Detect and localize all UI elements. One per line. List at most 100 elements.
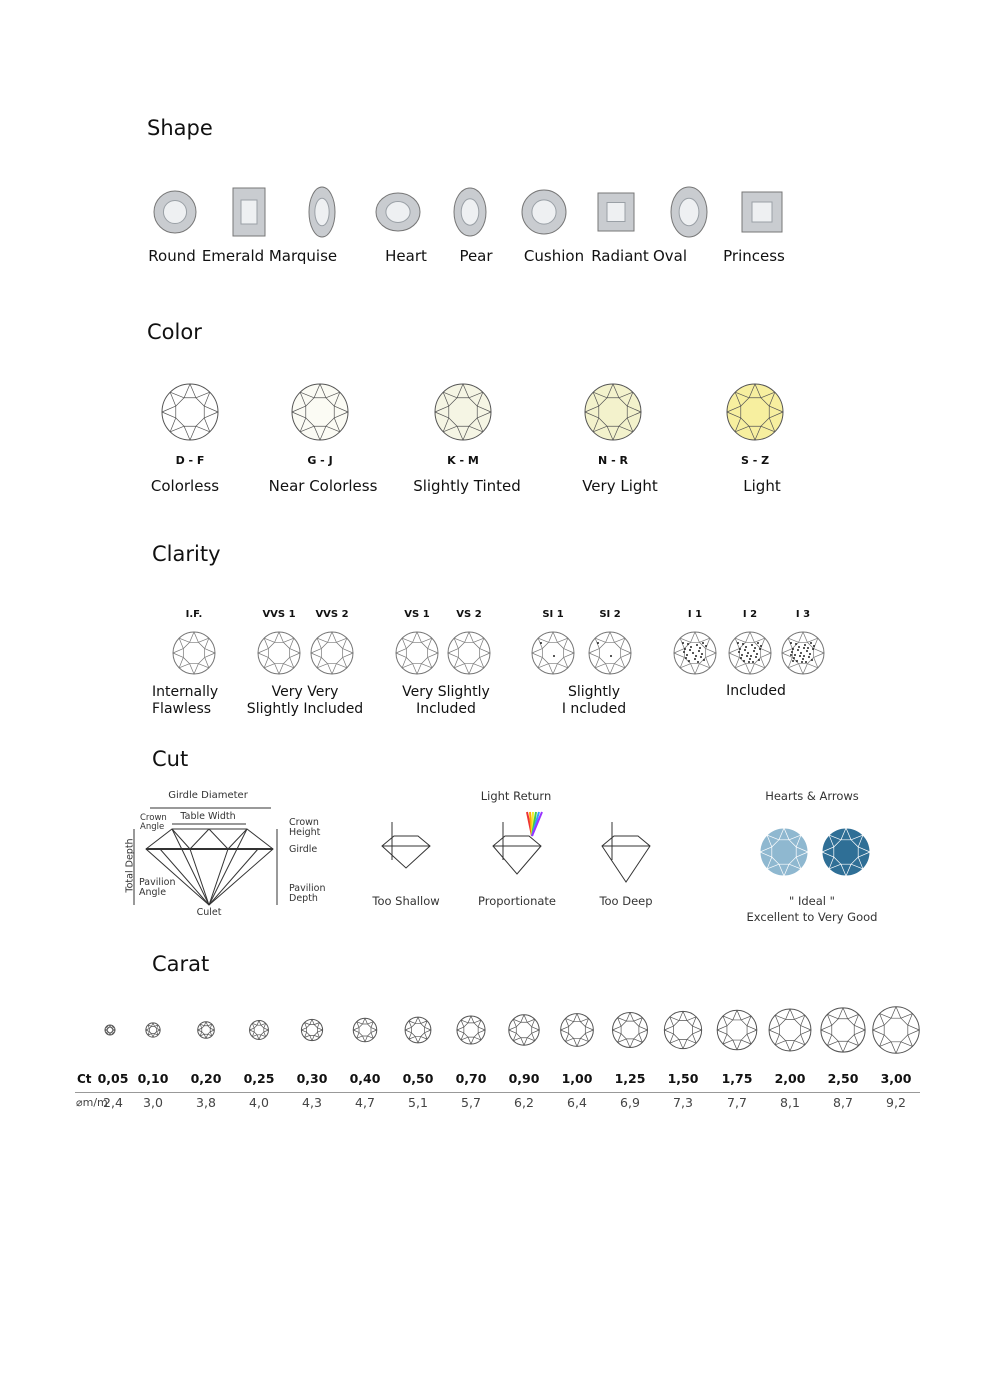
- shape-heart-image: [375, 192, 421, 232]
- carat-ct-value: 1,00: [561, 1071, 593, 1086]
- carat-diamond-11: [663, 1010, 703, 1050]
- carat-diamond-15: [872, 1006, 920, 1054]
- cut-too-shallow-label: Too Shallow: [372, 894, 440, 908]
- color-code-label: D - F: [175, 454, 205, 467]
- pavilion-depth-label: Pavilion Depth: [289, 883, 326, 904]
- clarity-diamond-0: [172, 631, 216, 675]
- shape-princess-image: [741, 191, 783, 233]
- carat-mm-value: 4,3: [302, 1095, 322, 1110]
- shape-radiant-image: [597, 192, 635, 232]
- color-diamond-0: [161, 383, 219, 441]
- shape-emerald-image: [232, 187, 266, 237]
- cut-grade-label: Excellent to Very Good: [746, 910, 878, 924]
- carat-diamond-13: [768, 1008, 812, 1052]
- clarity-diamond-3: [395, 631, 439, 675]
- carat-ct-value: 0,05: [97, 1071, 129, 1086]
- carat-mm-value: 4,7: [355, 1095, 375, 1110]
- clarity-grade-label: VVS 2: [315, 609, 349, 620]
- crown-angle-label: Crown Angle: [140, 813, 167, 832]
- girdle-label: Girdle: [289, 844, 318, 855]
- carat-mm-value: 6,4: [567, 1095, 587, 1110]
- shape-oval-image: [670, 186, 708, 238]
- carat-diamond-9: [560, 1013, 594, 1047]
- carat-mm-value: 3,0: [143, 1095, 163, 1110]
- clarity-diamond-5: [531, 631, 575, 675]
- light-return-label: Light Return: [480, 789, 552, 803]
- carat-ct-value: 1,75: [721, 1071, 753, 1086]
- carat-mm-value: 3,8: [196, 1095, 216, 1110]
- carat-mm-value: 5,7: [461, 1095, 481, 1110]
- carat-diamond-10: [612, 1012, 648, 1048]
- color-name-label: Very Light: [582, 477, 658, 495]
- hearts-arrows-diamond-0: [759, 827, 809, 877]
- cut-anatomy-diagram: [133, 807, 278, 906]
- shape-label-cushion: Cushion: [523, 247, 585, 265]
- shape-label-heart: Heart: [385, 247, 427, 265]
- carat-mm-value: 9,2: [886, 1095, 906, 1110]
- girdle-diameter-label: Girdle Diameter: [168, 790, 248, 801]
- color-heading: Color: [147, 320, 202, 344]
- carat-diamond-14: [820, 1007, 866, 1053]
- carat-diamond-5: [352, 1017, 378, 1043]
- clarity-group-label: Slightly: [567, 684, 621, 700]
- clarity-group-label: Internally: [152, 684, 219, 700]
- carat-diamond-7: [456, 1015, 486, 1045]
- clarity-grade-label: I 3: [795, 609, 811, 620]
- cut-heading: Cut: [152, 747, 189, 771]
- carat-ct-value: 0,70: [455, 1071, 487, 1086]
- color-code-label: G - J: [307, 454, 333, 467]
- color-diamond-4: [726, 383, 784, 441]
- carat-diamond-4: [300, 1018, 324, 1042]
- carat-ct-value: 0,25: [243, 1071, 275, 1086]
- shape-round-image: [153, 190, 197, 234]
- carat-diamond-3: [249, 1020, 269, 1040]
- carat-diamond-8: [508, 1014, 540, 1046]
- clarity-grade-label: I.F.: [185, 609, 203, 620]
- clarity-diamond-1: [257, 631, 301, 675]
- clarity-grade-label: VS 2: [456, 609, 482, 620]
- shape-label-round: Round: [148, 247, 196, 265]
- clarity-group-label-2: Flawless: [152, 701, 212, 717]
- cut-type-diagram-2: [601, 822, 651, 883]
- carat-ct-value: 0,40: [349, 1071, 381, 1086]
- carat-diamond-12: [716, 1009, 758, 1051]
- carat-diamond-2: [197, 1021, 215, 1039]
- mm-label: ⌀m/m: [76, 1096, 108, 1109]
- color-name-label: Slightly Tinted: [413, 477, 521, 495]
- color-diamond-1: [291, 383, 349, 441]
- clarity-grade-label: SI 2: [599, 609, 621, 620]
- clarity-group-label: Very Very: [271, 684, 339, 700]
- hearts-arrows-diamond-1: [821, 827, 871, 877]
- clarity-diamond-8: [728, 631, 772, 675]
- carat-ct-value: 2,00: [774, 1071, 806, 1086]
- shape-cushion-image: [521, 189, 567, 235]
- carat-mm-value: 7,3: [673, 1095, 693, 1110]
- clarity-diamond-2: [310, 631, 354, 675]
- clarity-diamond-4: [447, 631, 491, 675]
- carat-mm-value: 7,7: [727, 1095, 747, 1110]
- hearts-arrows-label: Hearts & Arrows: [765, 789, 859, 803]
- carat-ct-value: 1,50: [667, 1071, 699, 1086]
- carat-ct-value: 3,00: [880, 1071, 912, 1086]
- clarity-group-label: Included: [726, 683, 786, 699]
- shape-label-radiant: Radiant: [591, 247, 649, 265]
- carat-ct-value: 0,10: [137, 1071, 169, 1086]
- carat-ct-value: 1,25: [614, 1071, 646, 1086]
- carat-mm-value: 6,2: [514, 1095, 534, 1110]
- color-name-label: Near Colorless: [268, 477, 378, 495]
- shape-label-marquise: Marquise: [268, 247, 338, 265]
- clarity-group-label-2: Slightly Included: [246, 701, 364, 717]
- clarity-grade-label: VS 1: [404, 609, 430, 620]
- color-code-label: N - R: [598, 454, 628, 467]
- color-code-label: K - M: [447, 454, 479, 467]
- carat-mm-value: 8,7: [833, 1095, 853, 1110]
- ct-label: Ct: [77, 1072, 92, 1086]
- carat-diamond-6: [404, 1016, 432, 1044]
- cut-proportionate-label: Proportionate: [478, 894, 556, 908]
- shape-heading: Shape: [147, 116, 213, 140]
- cut-type-diagram-1: [492, 811, 543, 875]
- carat-ct-value: 0,20: [190, 1071, 222, 1086]
- shape-label-princess: Princess: [723, 247, 785, 265]
- cut-type-diagram-0: [381, 822, 431, 869]
